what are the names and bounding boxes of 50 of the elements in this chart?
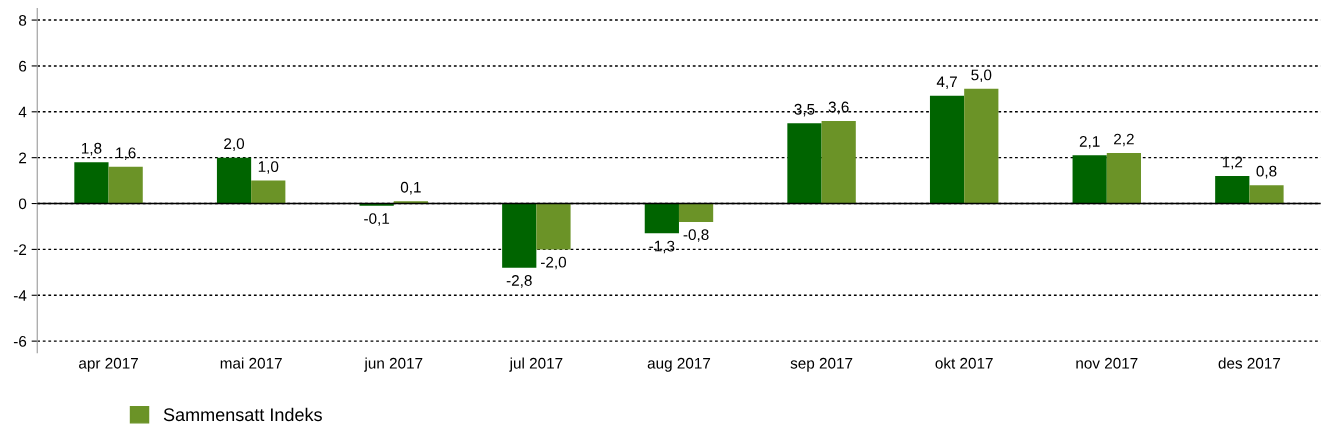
bar xyxy=(964,88,999,204)
data-label: 2,2 xyxy=(1114,133,1134,147)
bar xyxy=(929,95,965,204)
data-label: -2,8 xyxy=(506,275,532,288)
data-label: -1,3 xyxy=(649,240,675,254)
bar xyxy=(1249,185,1284,204)
bar xyxy=(251,180,286,204)
bar xyxy=(502,203,537,268)
bar xyxy=(678,203,714,222)
x-tick-label: des 2017 xyxy=(1218,357,1281,369)
y-tick-label: 8 xyxy=(18,14,27,26)
x-tick-label: nov 2017 xyxy=(1076,357,1138,369)
data-label: 5,0 xyxy=(971,69,992,83)
data-label: -0,8 xyxy=(683,229,709,242)
data-label: 1,0 xyxy=(258,161,279,174)
data-label: 1,2 xyxy=(1222,156,1243,170)
y-tick-label: -4 xyxy=(13,290,27,301)
x-tick-label: apr 2017 xyxy=(79,357,138,372)
data-label: -2,0 xyxy=(540,256,567,270)
x-tick-label: sep 2017 xyxy=(790,357,853,372)
bar xyxy=(536,203,571,250)
x-tick-label: aug 2017 xyxy=(647,357,711,372)
bar xyxy=(74,162,109,204)
y-tick-label: -2 xyxy=(13,244,27,255)
x-tick-label: okt 2017 xyxy=(935,357,993,369)
data-label: 4,7 xyxy=(936,76,957,89)
y-tick-label: 0 xyxy=(18,198,27,210)
y-tick-label: 4 xyxy=(18,106,27,118)
data-label: -0,1 xyxy=(364,213,390,226)
bar xyxy=(644,203,679,234)
bar xyxy=(821,120,856,204)
data-label: 3,5 xyxy=(794,103,815,117)
x-tick-label: mai 2017 xyxy=(220,357,282,369)
bar xyxy=(1215,176,1250,204)
bar xyxy=(787,123,822,204)
y-tick-label: -6 xyxy=(13,336,27,347)
y-tick-label: 2 xyxy=(19,152,27,164)
data-label: 1,8 xyxy=(81,142,102,156)
y-tick-label: 6 xyxy=(19,60,27,72)
legend-label: Sammensatt Indeks xyxy=(163,407,322,422)
x-tick-label: jul 2017 xyxy=(509,357,563,372)
data-label: 0,8 xyxy=(1256,165,1277,179)
x-tick-label: jun 2017 xyxy=(364,357,423,372)
bar xyxy=(1072,155,1107,204)
data-label: 0,1 xyxy=(400,181,421,195)
data-label: 2,1 xyxy=(1079,135,1100,149)
bar xyxy=(216,157,252,204)
bar xyxy=(108,166,143,204)
data-label: 2,0 xyxy=(224,138,245,151)
bar xyxy=(1106,153,1142,204)
